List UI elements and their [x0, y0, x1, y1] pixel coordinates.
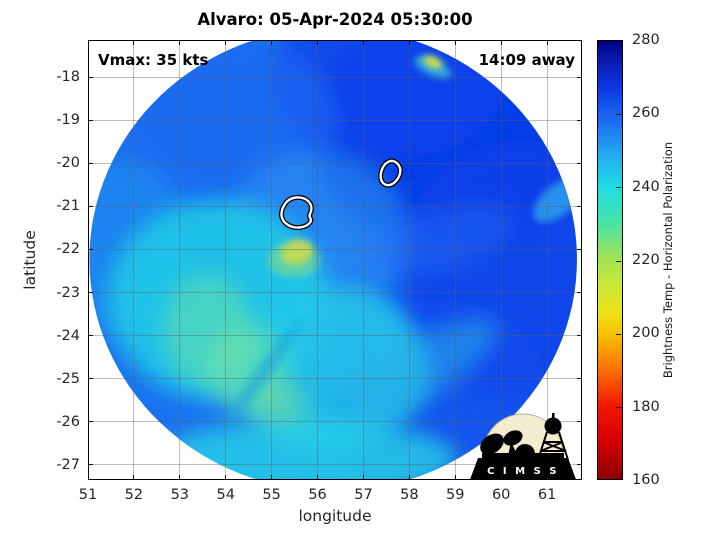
colorbar-tick-label: 160: [632, 472, 660, 488]
y-tick-label: -22: [56, 241, 80, 258]
y-tick-label: -20: [56, 155, 80, 172]
plot-title: Alvaro: 05-Apr-2024 05:30:00: [197, 10, 473, 29]
x-tick-label: 60: [491, 487, 511, 503]
colorbar-tick-mark: [616, 333, 621, 335]
x-tick-label: 53: [170, 487, 190, 503]
brightness-temp-feature: [242, 317, 304, 403]
logo-banner: [470, 458, 576, 480]
x-tick-label: 56: [308, 487, 327, 503]
logo-roofline: [482, 453, 564, 460]
x-tick-label: 55: [262, 487, 281, 503]
colorbar: [597, 40, 623, 480]
x-tick-label: 58: [400, 487, 419, 503]
y-tick-label: -21: [56, 198, 80, 215]
y-tick-label: -27: [56, 456, 80, 473]
colorbar-tick-label: 180: [632, 398, 660, 415]
y-axis-label: latitude: [21, 230, 39, 290]
y-tick-label: -26: [56, 413, 80, 430]
storm-contour-overlay: [278, 158, 403, 231]
colorbar-tick-mark: [616, 113, 621, 115]
logo-text: C I M S S: [487, 466, 559, 477]
brightness-temp-feature: [281, 239, 313, 265]
colorbar-tick-label: 260: [632, 105, 660, 122]
storm-contour: [379, 159, 402, 187]
y-tick-label: -23: [56, 284, 80, 301]
time-offset-annotation: 14:09 away: [478, 51, 575, 69]
y-tick-label: -19: [56, 112, 80, 129]
y-tick-label: -24: [56, 327, 80, 344]
satellite-dish-icon: [480, 430, 535, 462]
brightness-temp-feature: [360, 204, 516, 276]
colorbar-tick-mark: [616, 260, 621, 262]
colorbar-label: Brightness Temp - Horizontal Polarizatio…: [661, 141, 675, 379]
x-tick-label: 52: [124, 487, 144, 503]
colorbar-tick-mark: [616, 407, 621, 409]
x-tick-label: 59: [446, 487, 465, 503]
colorbar-tick-mark: [616, 187, 621, 189]
x-tick-label: 57: [354, 487, 373, 503]
colorbar-tick-label: 280: [632, 32, 660, 48]
satellite-swath-image: [89, 40, 577, 480]
storm-contour: [280, 196, 313, 229]
swath-seam: [314, 42, 317, 267]
cimss-logo: C I M S S: [470, 413, 576, 480]
x-tick-label: 61: [537, 487, 557, 503]
plot-area: Vmax: 35 kts 14:09 away C I M S S: [87, 40, 582, 480]
y-tick-label: -18: [56, 69, 80, 86]
colorbar-tick-label: 220: [632, 252, 660, 268]
x-tick-label: 54: [216, 487, 235, 503]
vmax-annotation: Vmax: 35 kts: [98, 51, 209, 69]
colorbar-tick-label: 240: [632, 178, 660, 195]
brightness-temp-feature: [423, 55, 443, 69]
colorbar-tick-label: 200: [632, 325, 660, 342]
x-tick-label: 51: [78, 487, 98, 503]
brightness-temp-feature: [253, 383, 309, 427]
x-axis-label: longitude: [298, 507, 372, 525]
water-tower-icon: [537, 413, 569, 461]
y-tick-label: -25: [56, 370, 80, 387]
brightness-temp-feature: [338, 317, 498, 422]
